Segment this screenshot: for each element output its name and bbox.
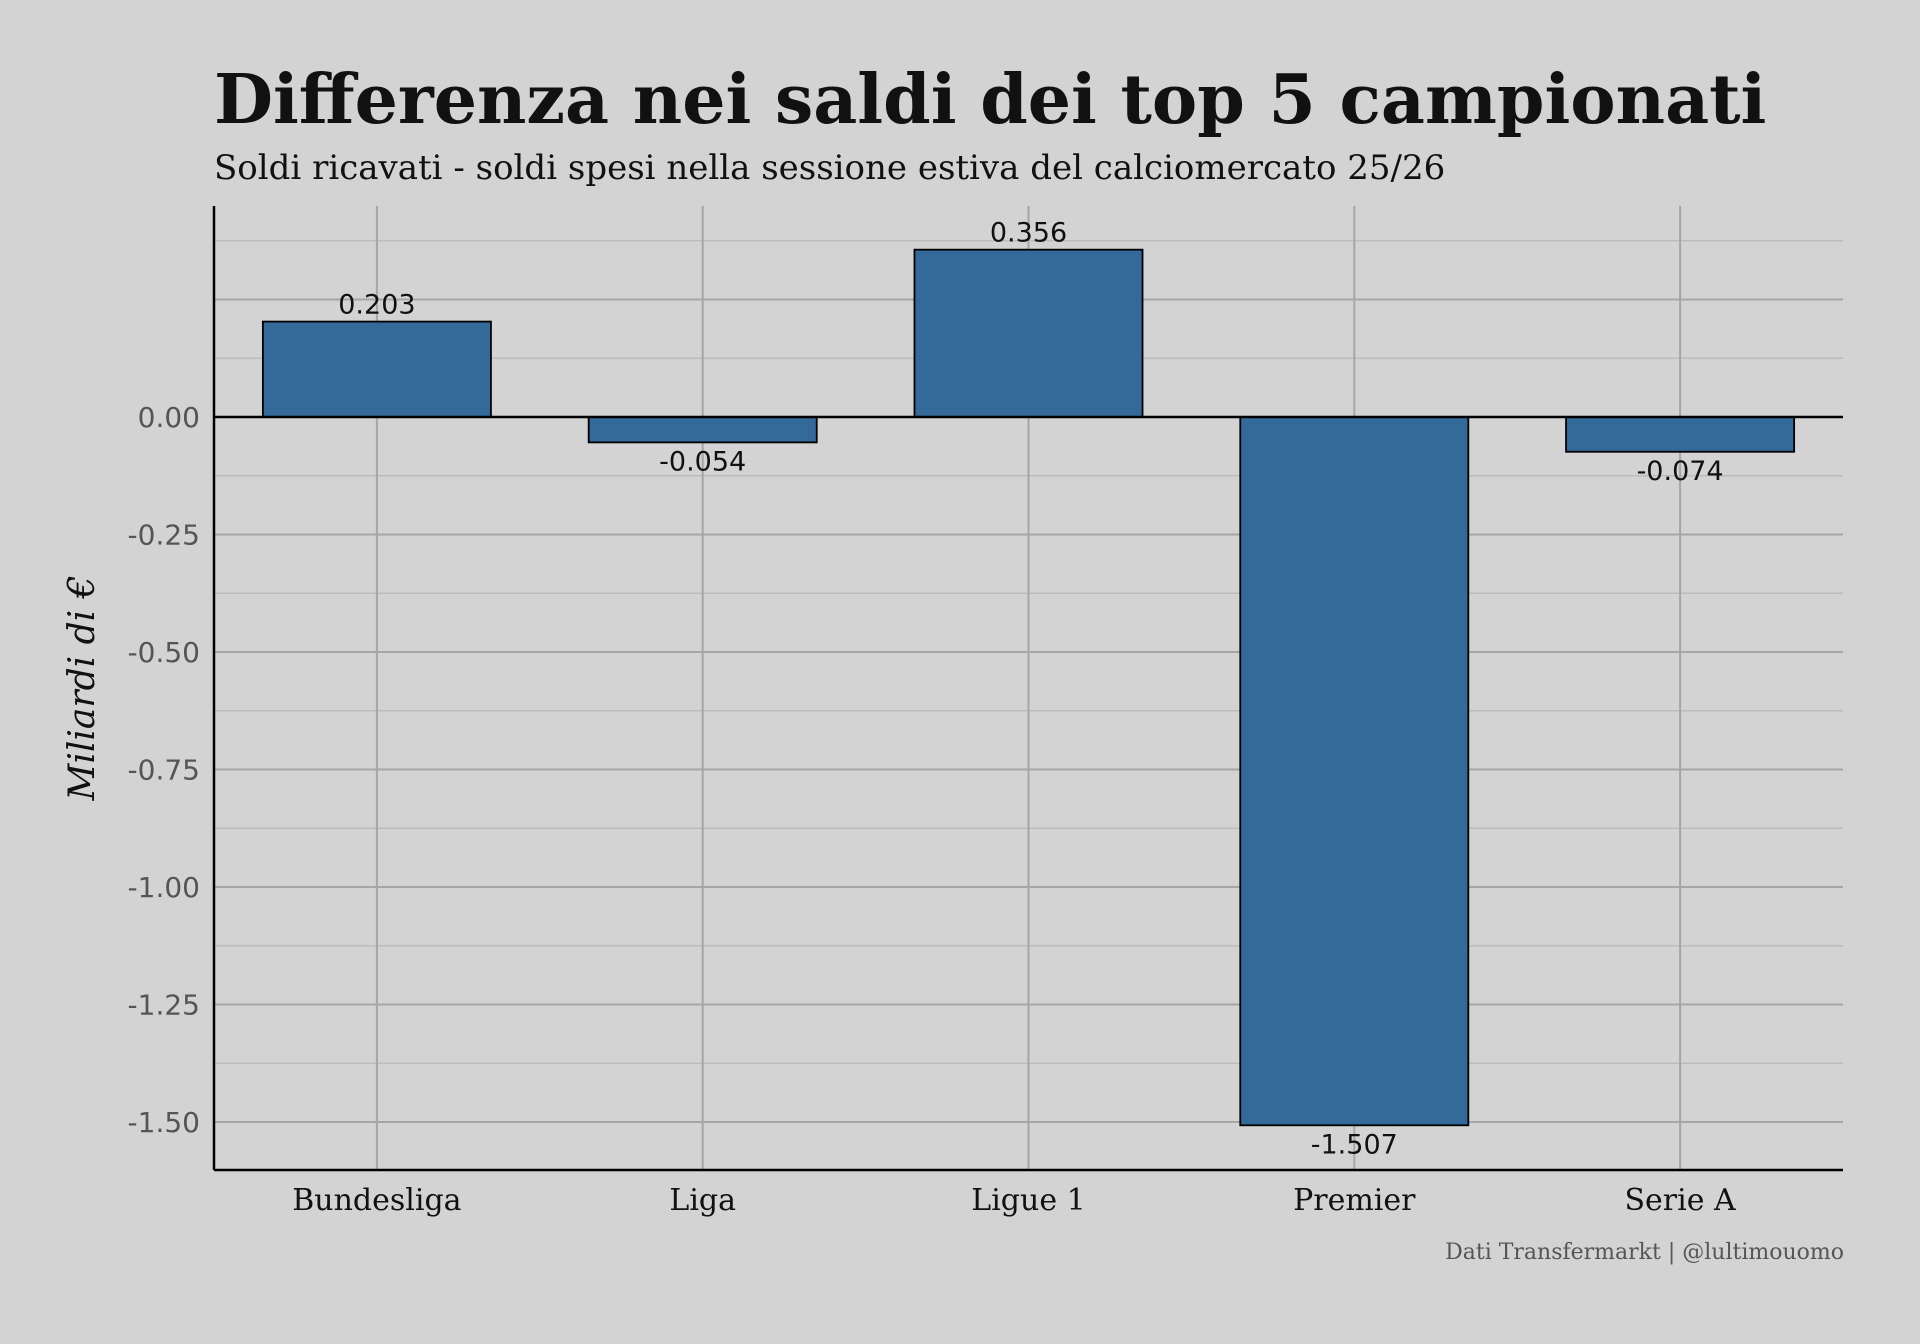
y-tick-label: -0.75 (128, 754, 200, 787)
bar-serie-a (1565, 416, 1796, 453)
data-label: 0.356 (990, 218, 1067, 249)
x-tick-label: Premier (1293, 1183, 1416, 1218)
labels: 0.203 Bundesliga -0.054 Liga 0.356 Ligue 1 -1.… (128, 218, 1736, 1218)
x-tick-label: Serie A (1624, 1183, 1736, 1218)
chart-subtitle: Soldi ricavati - soldi spesi nella sessi… (214, 148, 1446, 188)
bar-premier (1239, 416, 1470, 1127)
y-tick-label: 0.00 (138, 401, 200, 434)
source-caption: Dati Transfermarkt | @lultimouomo (1445, 1240, 1844, 1265)
y-tick-label: -0.50 (128, 636, 200, 669)
y-axis-label: Miliardi di € (62, 576, 103, 802)
data-label: -0.074 (1637, 456, 1724, 487)
x-tick-label: Ligue 1 (971, 1183, 1085, 1218)
axes (212, 206, 1843, 1172)
bar-liga (587, 416, 818, 444)
chart-title: Differenza nei saldi dei top 5 campionat… (214, 60, 1767, 140)
y-tick-label: -1.00 (128, 871, 200, 904)
y-tick-label: -0.25 (128, 519, 200, 552)
data-label: -0.054 (659, 446, 746, 477)
bar-ligue-1 (913, 248, 1144, 418)
x-tick-label: Liga (669, 1183, 736, 1218)
x-tick-label: Bundesliga (292, 1183, 461, 1218)
bars (261, 248, 1796, 1127)
y-tick-label: -1.50 (128, 1106, 200, 1139)
y-tick-label: -1.25 (128, 989, 200, 1022)
data-label: -1.507 (1311, 1129, 1398, 1160)
bar-bundesliga (261, 320, 492, 418)
data-label: 0.203 (338, 290, 415, 321)
